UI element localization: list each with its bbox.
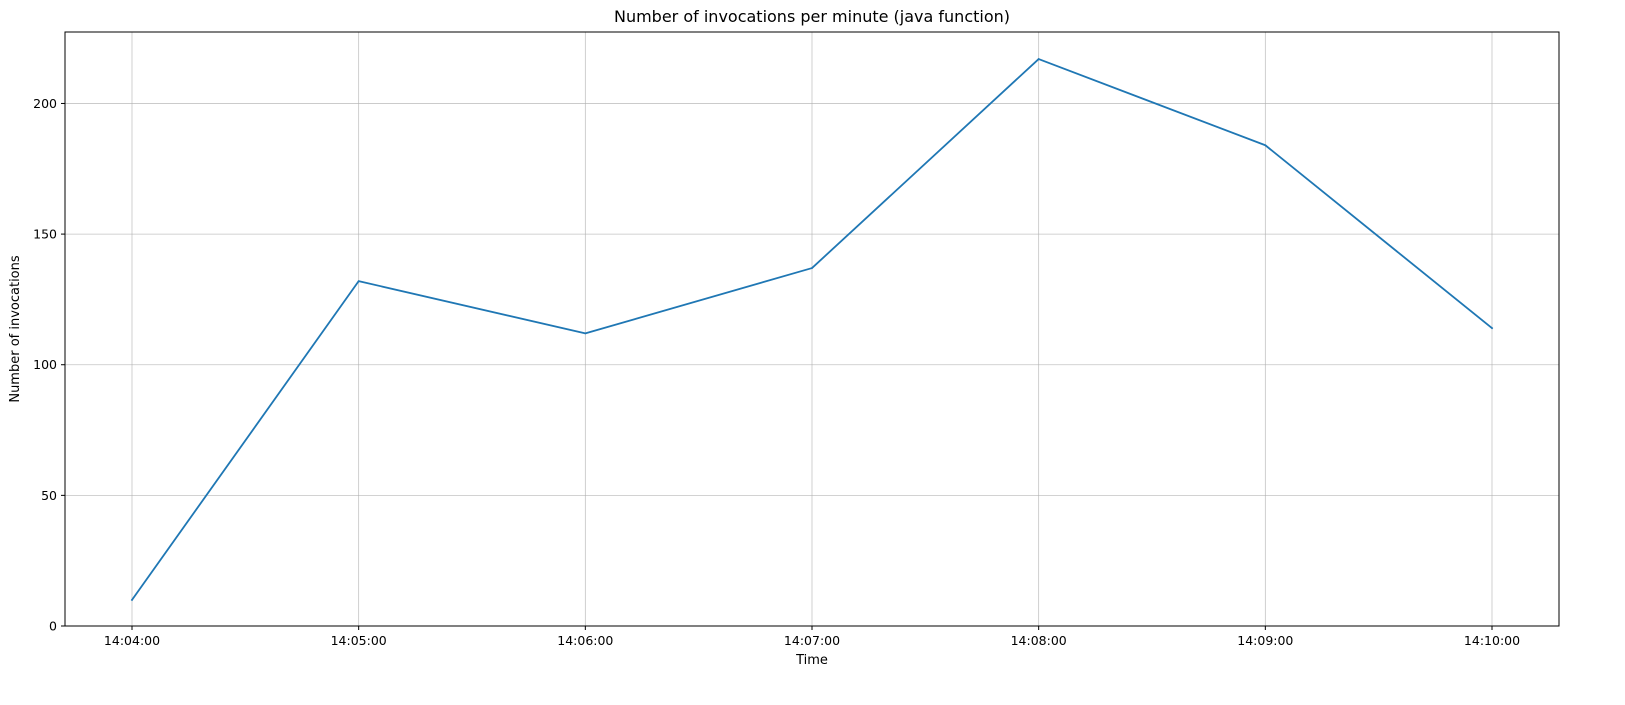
y-tick-label: 50 [41,488,57,503]
x-tick-label: 14:07:00 [784,633,840,648]
series-layer [130,58,1494,602]
x-tick-label: 14:05:00 [331,633,387,648]
tick-layer: 14:04:00 14:05:00 14:06:00 14:07:00 14:08:00… [33,96,1520,648]
y-tick-label: 0 [49,619,57,634]
data-point [1264,144,1267,147]
chart-title: Number of invocations per minute (java f… [614,7,1010,26]
x-tick-label: 14:06:00 [557,633,613,648]
x-axis-label: Time [795,653,828,668]
grid-layer [65,32,1559,627]
x-tick-label: 14:10:00 [1464,633,1520,648]
x-tick-label: 14:09:00 [1237,633,1293,648]
y-axis-label: Number of invocations [8,255,23,403]
data-point [811,267,813,269]
x-tick-label: 14:08:00 [1011,633,1067,648]
y-tick-label: 200 [33,96,57,111]
data-point [1491,327,1493,330]
data-point [584,332,587,335]
data-point [131,598,133,601]
data-point [1037,58,1040,60]
data-point [357,280,360,283]
y-tick-label: 150 [33,227,57,242]
x-tick-label: 14:04:00 [104,633,160,648]
y-tick-label: 100 [33,357,57,372]
